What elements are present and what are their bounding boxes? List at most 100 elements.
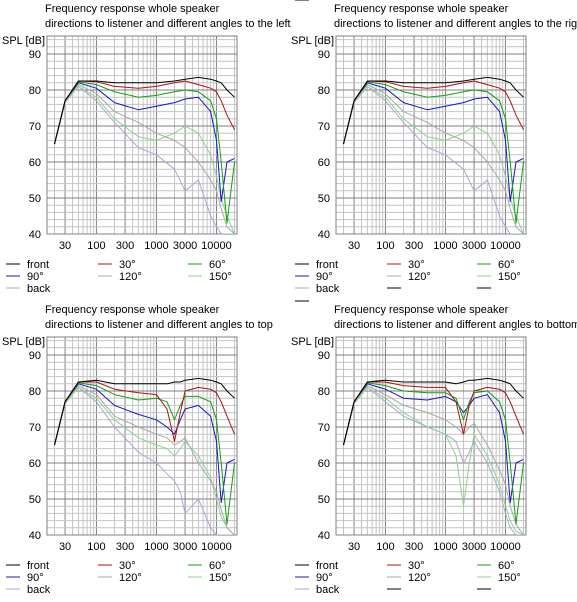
legend-item-30deg: 30° — [387, 560, 425, 572]
chart-title: Frequency response whole speaker — [45, 3, 220, 15]
x-tick-label: 1000 — [433, 240, 457, 252]
legend-label: 120° — [119, 572, 142, 584]
legend-label: 150° — [498, 572, 521, 584]
series-group — [343, 377, 524, 535]
series-line-150deg — [54, 386, 235, 535]
y-tick-label: 40 — [318, 530, 330, 542]
legend-label: 60° — [209, 560, 226, 572]
legend-label: 120° — [119, 271, 142, 283]
y-tick-label: 80 — [29, 386, 41, 398]
series-line-front — [343, 377, 524, 446]
y-tick-label: 80 — [318, 386, 330, 398]
series-line-90deg — [343, 383, 524, 504]
y-tick-label: 70 — [29, 121, 41, 133]
chart-top: Frequency response whole speaker directio… — [2, 304, 273, 596]
y-tick-label: 60 — [318, 458, 330, 470]
chart-title: Frequency response whole speaker — [334, 304, 509, 316]
legend-label: back — [27, 584, 51, 596]
x-tick-label: 10000 — [490, 240, 521, 252]
y-tick-label: 90 — [318, 350, 330, 362]
legend-label: 30° — [408, 560, 425, 572]
legend-label: 30° — [408, 259, 425, 271]
legend-item-60deg: 60° — [188, 560, 226, 572]
legend-item-150deg: 150° — [477, 271, 521, 283]
y-tick-label: 60 — [29, 458, 41, 470]
x-tick-label: 100 — [376, 541, 394, 553]
chart-subtitle: directions to listener and different ang… — [334, 18, 577, 30]
x-tick-label: 10000 — [201, 541, 232, 553]
grid — [47, 36, 237, 235]
series-group — [54, 76, 235, 234]
series-line-150deg — [343, 386, 524, 535]
y-tick-label: 70 — [29, 422, 41, 434]
y-tick-label: 70 — [318, 121, 330, 133]
legend-label: 30° — [119, 259, 136, 271]
chart-title: Frequency response whole speaker — [45, 304, 220, 316]
x-tick-label: 10000 — [490, 541, 521, 553]
series-line-back — [343, 85, 524, 234]
x-tick-label: 1000 — [144, 240, 168, 252]
y-axis-label: SPL [dB] — [291, 35, 334, 47]
legend-item-front: front — [295, 560, 338, 572]
legend-label: 150° — [498, 271, 521, 283]
chart-panel-bottom: Frequency response whole speaker directio… — [289, 300, 577, 602]
legend-label: 90° — [27, 271, 44, 283]
y-tick-label: 50 — [318, 193, 330, 205]
y-tick-label: 90 — [318, 49, 330, 61]
series-group — [54, 377, 235, 535]
legend-label: front — [27, 560, 49, 572]
series-line-90deg — [54, 82, 235, 203]
grid — [47, 337, 237, 536]
x-tick-label: 30 — [348, 240, 360, 252]
plot-frame — [335, 35, 527, 235]
series-line-90deg — [343, 82, 524, 203]
plot-area — [47, 337, 237, 535]
y-tick-label: 90 — [29, 49, 41, 61]
series-line-back — [343, 386, 524, 535]
legend-label: 60° — [209, 259, 226, 271]
x-tick-label: 3000 — [173, 240, 197, 252]
series-line-120deg — [54, 84, 235, 234]
series-line-back — [54, 85, 235, 234]
series-line-90deg — [54, 383, 235, 504]
grid — [336, 337, 526, 536]
chart-panel-top: Frequency response whole speaker directio… — [0, 301, 288, 602]
series-line-120deg — [343, 84, 524, 234]
legend-label: front — [316, 560, 338, 572]
x-tick-label: 100 — [376, 240, 394, 252]
legend-label: back — [316, 283, 340, 295]
x-tick-label: 1000 — [433, 541, 457, 553]
legend-label: 90° — [27, 572, 44, 584]
legend-label: 90° — [316, 572, 333, 584]
chart-left: Frequency response whole speaker directio… — [2, 3, 291, 295]
plot-area — [336, 337, 526, 535]
legend-item-90deg: 90° — [295, 572, 333, 584]
x-tick-label: 3000 — [173, 541, 197, 553]
series-line-front — [343, 76, 524, 145]
legend-label: front — [316, 259, 338, 271]
x-tick-label: 10000 — [201, 240, 232, 252]
legend-item-front: front — [295, 259, 338, 271]
legend-item-30deg: 30° — [98, 560, 136, 572]
legend-item-150deg: 150° — [477, 572, 521, 584]
legend-label: 120° — [408, 271, 431, 283]
x-tick-label: 30 — [348, 541, 360, 553]
y-tick-label: 60 — [29, 157, 41, 169]
x-tick-label: 100 — [87, 240, 105, 252]
y-tick-label: 90 — [29, 350, 41, 362]
legend-label: 120° — [408, 572, 431, 584]
series-line-30deg — [343, 381, 524, 446]
series-line-60deg — [54, 382, 235, 525]
y-tick-label: 50 — [29, 193, 41, 205]
legend-item-120deg: 120° — [98, 271, 142, 283]
series-line-front — [54, 377, 235, 446]
legend-item-30deg: 30° — [98, 259, 136, 271]
legend-label: 30° — [119, 560, 136, 572]
legend-item-60deg: 60° — [477, 560, 515, 572]
legend-item-90deg: 90° — [6, 271, 44, 283]
series-line-30deg — [54, 381, 235, 446]
legend-item-90deg: 90° — [6, 572, 44, 584]
y-tick-label: 40 — [29, 530, 41, 542]
chart-subtitle: directions to listener and different ang… — [45, 319, 273, 331]
legend-item-back: back — [6, 283, 51, 295]
